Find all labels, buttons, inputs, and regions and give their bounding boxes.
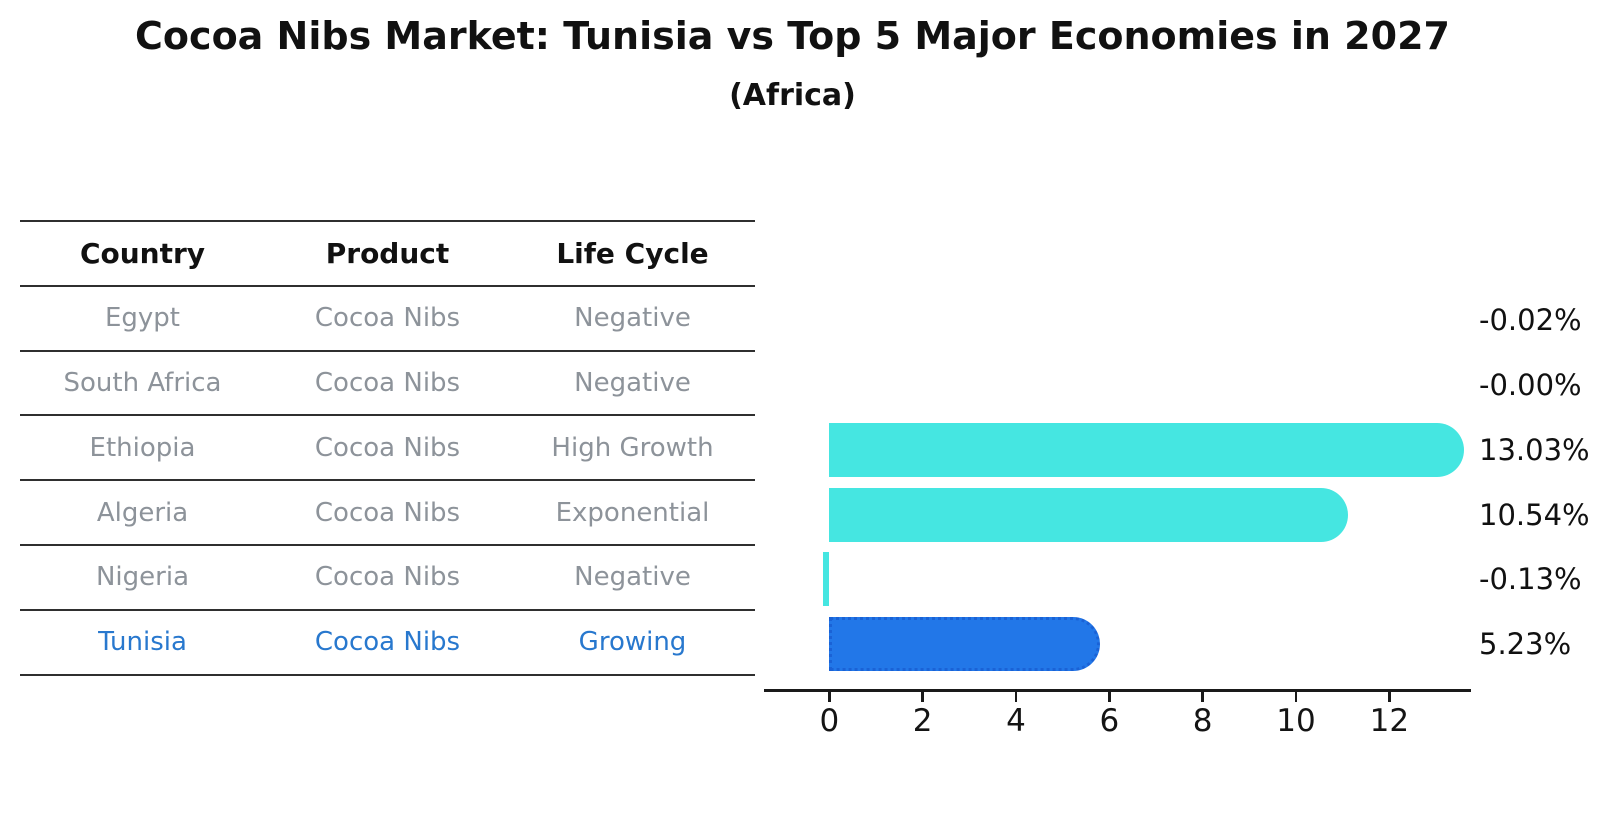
x-axis-tick [1201,691,1204,702]
table-row: Egypt Cocoa Nibs Negative [20,287,755,352]
x-axis-tick [1108,691,1111,702]
life-cycle-cell: High Growth [551,432,714,463]
x-axis-tick-label: 4 [1006,703,1026,739]
x-axis-tick [1388,691,1391,702]
x-axis-tick-label: 8 [1192,703,1213,739]
value-label: 10.54% [1479,497,1590,532]
bar [823,552,830,607]
country-cell: Tunisia [98,627,187,658]
value-label: 13.03% [1479,432,1590,467]
x-axis-tick [1014,691,1018,702]
x-axis-tick-label: 10 [1276,703,1316,739]
value-label: -0.13% [1479,562,1582,597]
table-header-row: Country Product Life Cycle [20,222,755,287]
x-axis-tick-label: 0 [819,703,840,739]
country-cell: Nigeria [95,562,190,593]
x-axis-tick-label: 2 [912,703,933,739]
x-axis-tick-label: 6 [1099,703,1120,739]
country-cell: Egypt [104,303,181,334]
country-cell: South Africa [63,367,222,398]
table-row: Nigeria Cocoa Nibs Negative [20,546,755,611]
x-axis-tick [921,691,924,702]
column-header-product: Product [325,236,450,270]
table-row: South Africa Cocoa Nibs Negative [20,352,755,417]
chart-title: Cocoa Nibs Market: Tunisia vs Top 5 Majo… [135,14,1450,58]
life-cycle-cell: Exponential [555,497,710,528]
country-cell: Ethiopia [89,432,196,463]
column-header-country: Country [79,236,206,270]
value-label: -0.02% [1479,303,1582,338]
highlight-bar [829,617,1101,672]
product-cell: Cocoa Nibs [314,432,461,463]
table-row: Algeria Cocoa Nibs Exponential [20,481,755,546]
life-cycle-cell: Negative [574,303,691,334]
table-row: Ethiopia Cocoa Nibs High Growth [20,416,755,482]
product-cell: Cocoa Nibs [314,303,461,334]
life-cycle-cell: Negative [574,367,691,398]
life-cycle-cell: Negative [574,562,691,593]
summary-table: Country Product Life Cycle Egypt Cocoa Nibs N… [20,220,755,676]
value-label: -0.00% [1479,368,1582,402]
product-cell: Cocoa Nibs [314,367,461,398]
bar [829,487,1349,542]
value-label: 5.23% [1479,627,1572,662]
product-cell: Cocoa Nibs [314,497,461,528]
x-axis-tick [1294,691,1298,702]
x-axis-tick-label: 12 [1369,703,1410,739]
chart-subtitle: (Africa) [729,78,856,113]
table-row: Tunisia Cocoa Nibs Growing [20,611,755,676]
country-cell: Algeria [96,497,189,528]
x-axis-tick [828,691,831,702]
life-cycle-cell: Growing [578,627,687,658]
bar [829,422,1465,477]
column-header-life-cycle: Life Cycle [556,236,709,270]
product-cell: Cocoa Nibs [314,562,461,593]
product-cell: Cocoa Nibs [314,627,461,658]
x-axis-line [764,689,1471,692]
